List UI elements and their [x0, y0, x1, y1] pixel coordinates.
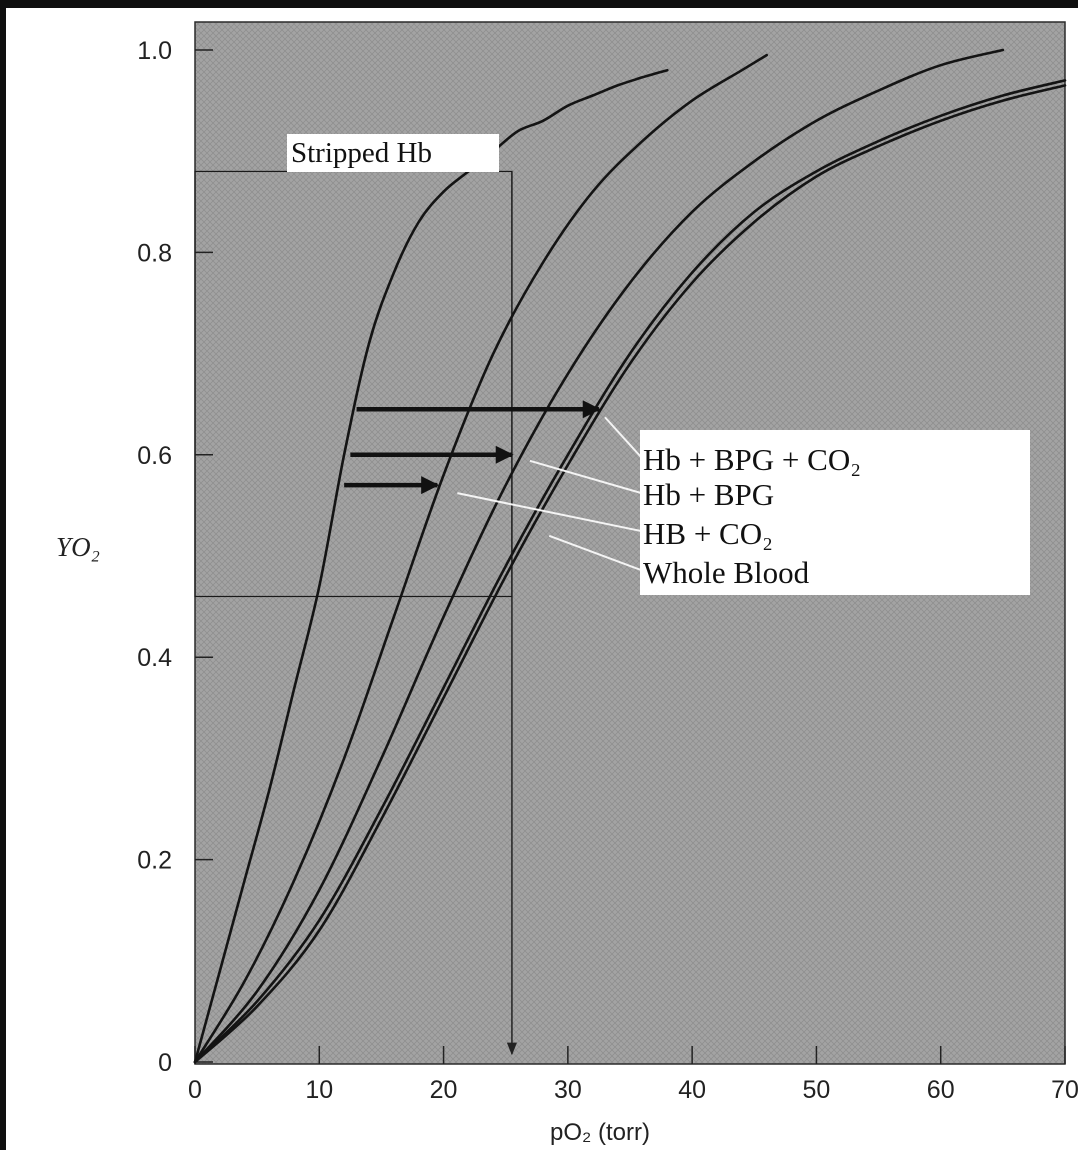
curve-stripped-hb: [193, 68, 669, 1064]
y-tick-label-0: 0: [158, 1049, 172, 1077]
x-tick-label-5: 50: [803, 1076, 831, 1104]
curve-hb-co: [193, 48, 1005, 1064]
curve-hb-bpg: [193, 53, 768, 1064]
y-axis: 0 0.2 0.4 0.6 0.8 1.0: [137, 37, 213, 1077]
legend-entry-hb-bpg-co2: Hb + BPG + CO₂: [643, 442, 861, 477]
legend-entry-hb-co2: HB + CO₂: [643, 516, 773, 551]
leader-line-3: [548, 534, 642, 571]
legend-entry-hb-bpg: Hb + BPG: [643, 477, 774, 512]
x-tick-label-3: 30: [554, 1076, 582, 1104]
y-axis-label: YO₂: [56, 532, 100, 562]
y-tick-label-1: 0.2: [137, 847, 172, 875]
y-tick-label-2: 0.4: [137, 644, 172, 672]
legend-leaders: [457, 416, 642, 571]
x-tick-label-4: 40: [678, 1076, 706, 1104]
legend-entry-whole-blood: Whole Blood: [643, 555, 810, 590]
legend: Hb + BPG + CO₂ Hb + BPG HB + CO₂ Whole B…: [640, 430, 1030, 595]
x-tick-label-6: 60: [927, 1076, 955, 1104]
stripped-hb-text: Stripped Hb: [291, 137, 432, 169]
x-tick-label-7: 70: [1051, 1076, 1078, 1104]
leader-line-2: [457, 492, 642, 532]
y-tick-label-4: 0.8: [137, 239, 172, 267]
x-axis: 0 10 20 30 40 50 60 70: [188, 1046, 1078, 1104]
shift-arrows: [344, 400, 601, 495]
curves: [193, 48, 1067, 1064]
leader-line-1: [529, 459, 642, 494]
x-axis-label: pO₂ (torr): [550, 1119, 650, 1146]
x-tick-label-2: 20: [430, 1076, 458, 1104]
x-tick-label-0: 0: [188, 1076, 202, 1104]
leader-line-0: [604, 416, 642, 458]
frame-left-band: [0, 0, 6, 1150]
stripped-hb-label: Stripped Hb: [287, 134, 499, 172]
y-tick-label-5: 1.0: [137, 37, 172, 65]
x-tick-label-1: 10: [305, 1076, 333, 1104]
frame-top-band: [0, 0, 1078, 8]
y-tick-label-3: 0.6: [137, 442, 172, 470]
